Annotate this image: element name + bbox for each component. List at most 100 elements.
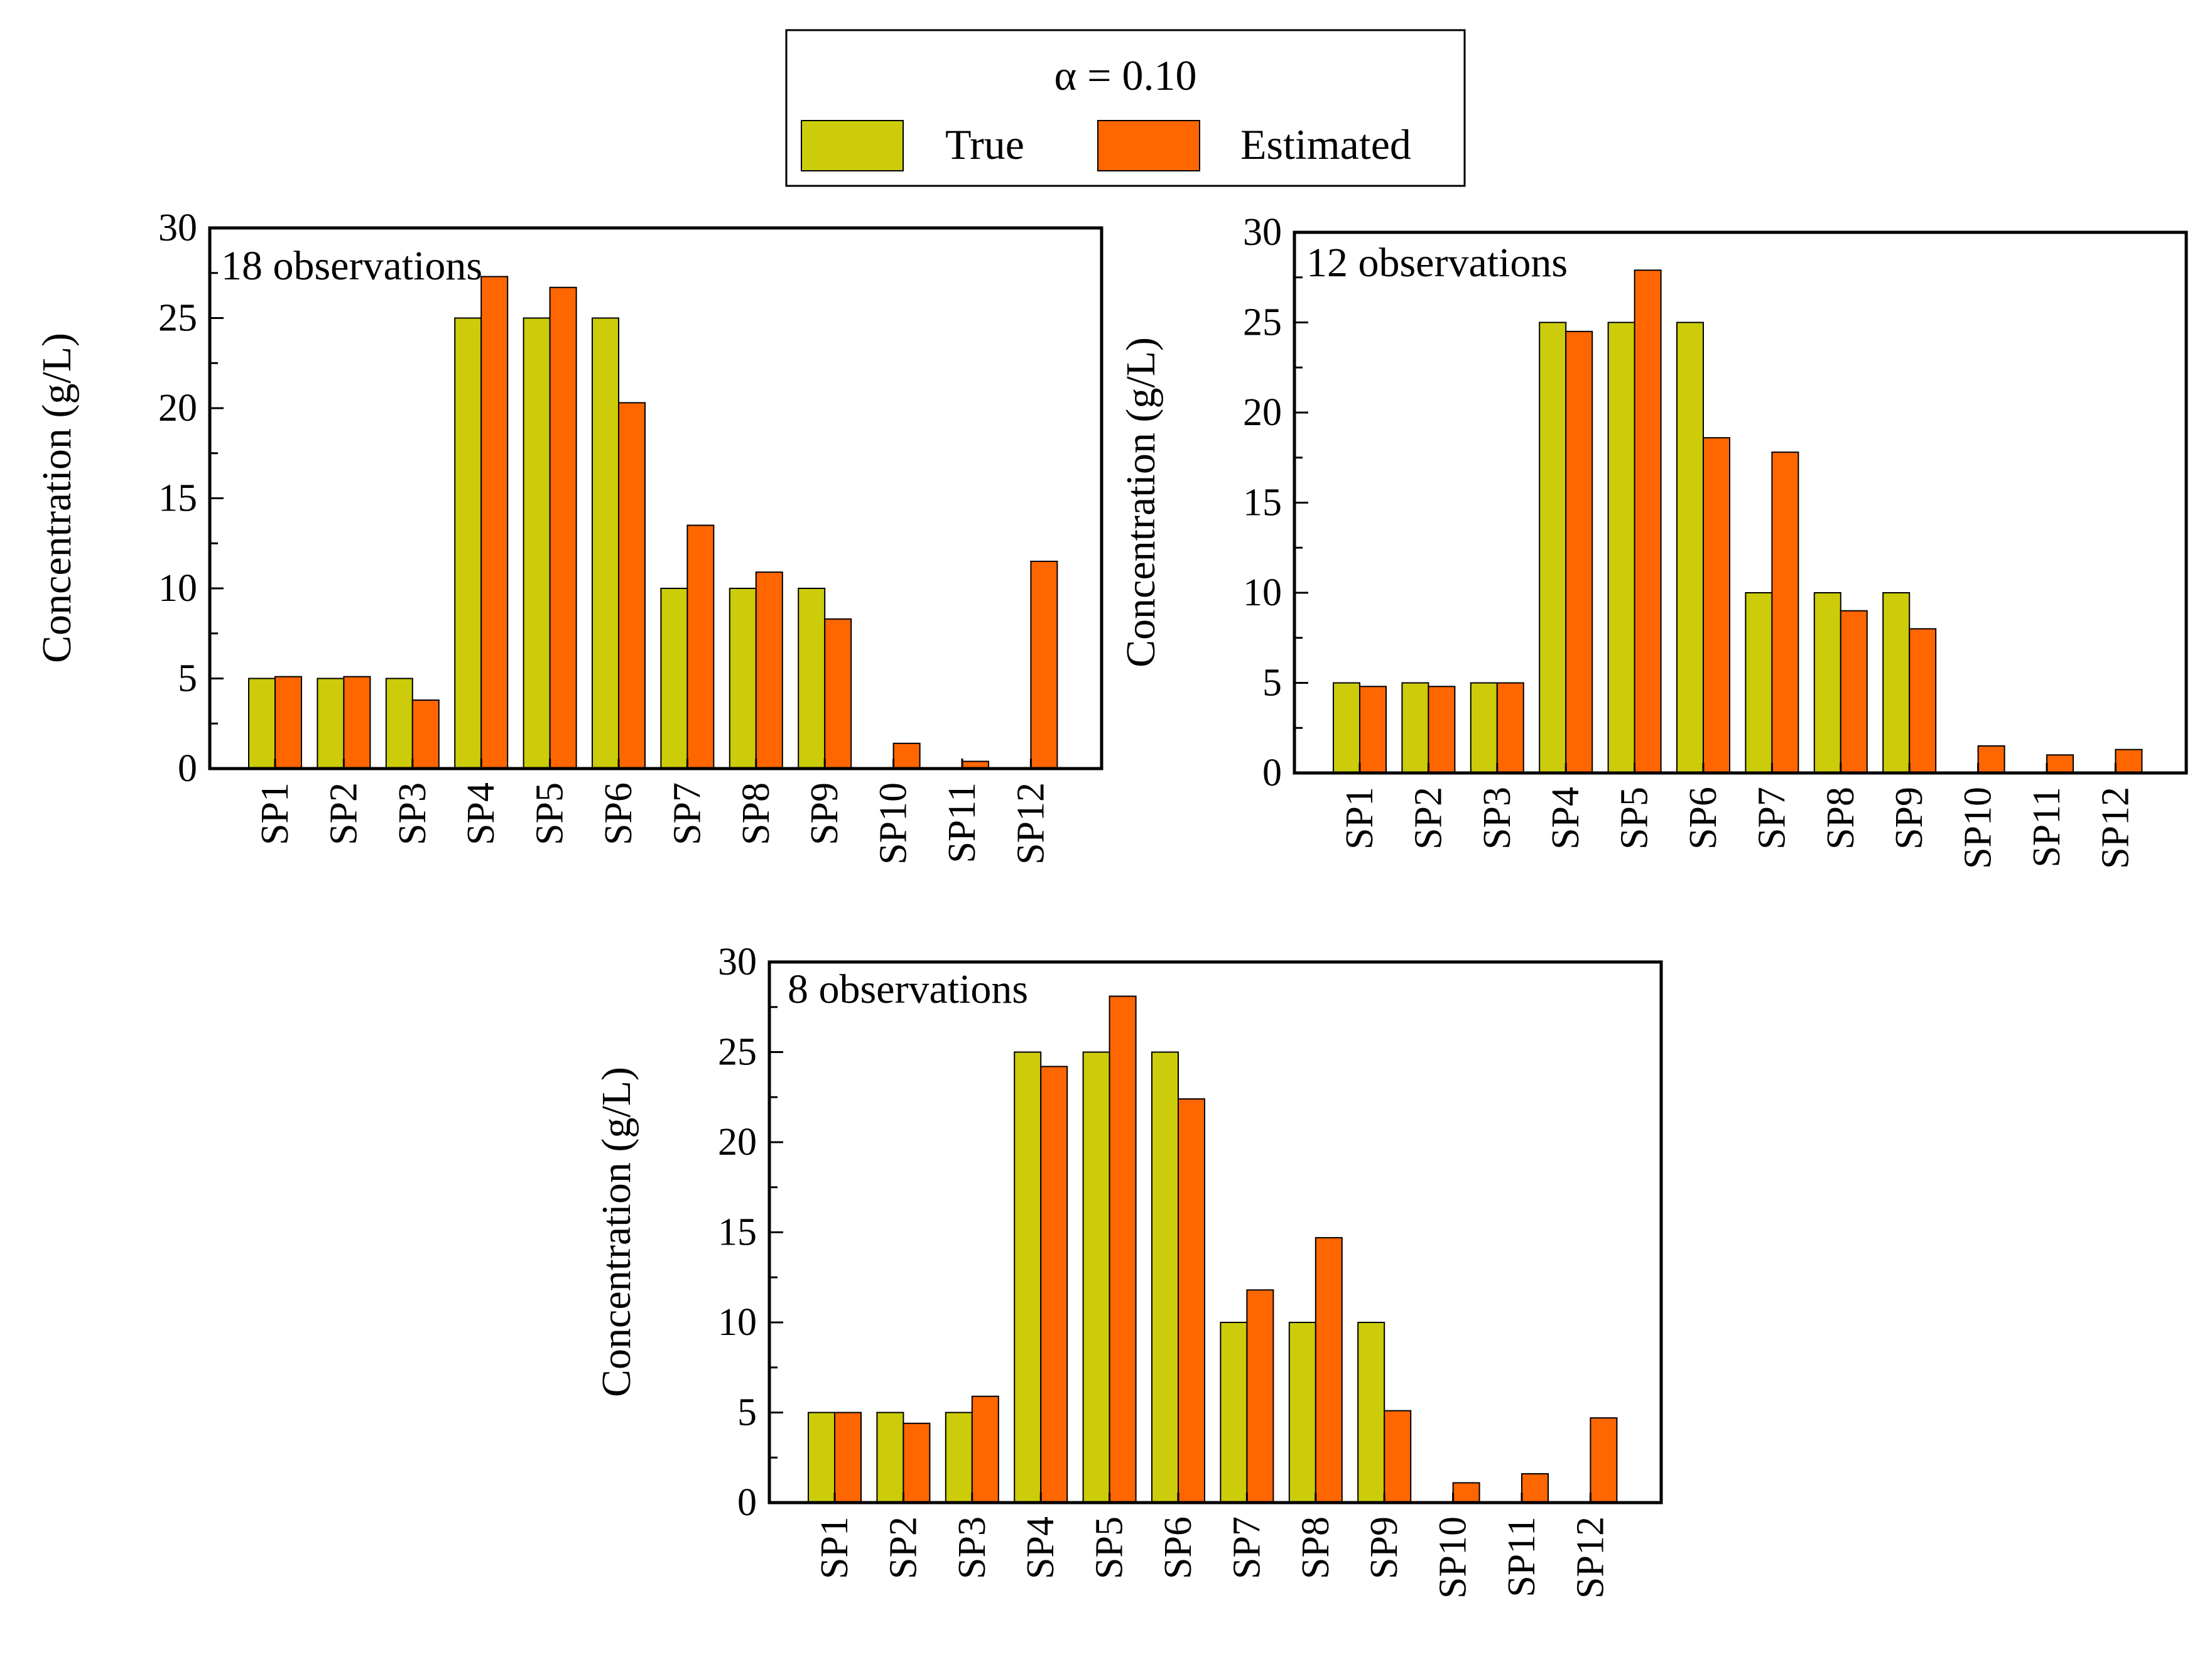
x-tick-label: SP9 bbox=[1363, 1516, 1406, 1579]
bar-estimated-sp8 bbox=[1840, 610, 1868, 774]
bar-estimated-sp12 bbox=[1590, 1417, 1618, 1504]
x-tick-label: SP4 bbox=[1544, 787, 1587, 850]
x-tick-label: SP2 bbox=[1407, 787, 1450, 850]
x-tick-label: SP7 bbox=[1225, 1516, 1268, 1579]
panel-annotation: 12 observations bbox=[1306, 240, 1568, 286]
bar-true-sp3 bbox=[385, 678, 413, 769]
y-tick-label: 10 bbox=[158, 567, 197, 610]
x-tick-label: SP7 bbox=[666, 782, 708, 845]
y-tick-label: 15 bbox=[158, 477, 197, 520]
x-axis-labels: SP1 SP2 SP3 SP4 SP5 SP6 SP7 SP8 SP9 SP10 SP11 SP12 bbox=[1338, 787, 2137, 869]
y-tick-label: 25 bbox=[718, 1031, 757, 1074]
bar-estimated-sp6 bbox=[618, 402, 646, 769]
bar-true-sp9 bbox=[798, 588, 826, 769]
bar-estimated-sp3 bbox=[1496, 682, 1524, 774]
bar-estimated-sp1 bbox=[274, 676, 302, 769]
bar-true-sp1 bbox=[248, 678, 276, 769]
x-tick-label: SP11 bbox=[941, 782, 984, 863]
bar-true-sp9 bbox=[1882, 592, 1911, 774]
bar-estimated-sp1 bbox=[834, 1412, 862, 1503]
x-tick-label: SP1 bbox=[1338, 787, 1381, 850]
y-tick-label: 15 bbox=[1243, 482, 1282, 524]
chart-panel-8-observations: 0 5 10 15 20 25 30 SP1 SP2 SP3 SP4 SP5 SP6 SP7 SP8 SP9… bbox=[594, 941, 1663, 1599]
bar-estimated-sp2 bbox=[1428, 686, 1456, 774]
y-tick-label: 5 bbox=[178, 657, 197, 700]
y-tick-label: 0 bbox=[178, 747, 197, 790]
x-tick-label: SP3 bbox=[951, 1516, 994, 1579]
x-tick-label: SP5 bbox=[1613, 787, 1656, 850]
bar-true-sp3 bbox=[945, 1412, 973, 1503]
x-tick-label: SP3 bbox=[1476, 787, 1519, 850]
x-tick-label: SP1 bbox=[254, 782, 296, 845]
legend-label-true: True bbox=[945, 121, 1024, 168]
bar-true-sp6 bbox=[1676, 321, 1704, 774]
x-axis-labels: SP1 SP2 SP3 SP4 SP5 SP6 SP7 SP8 SP9 SP10 SP11 SP12 bbox=[254, 782, 1052, 865]
x-tick-label: SP5 bbox=[529, 782, 572, 845]
bar-true-sp8 bbox=[1288, 1322, 1316, 1503]
bar-true-sp1 bbox=[1333, 682, 1360, 774]
x-tick-label: SP10 bbox=[1957, 787, 2000, 869]
y-tick-label: 5 bbox=[737, 1391, 757, 1434]
bar-estimated-sp2 bbox=[343, 676, 371, 769]
bar-true-sp2 bbox=[876, 1412, 904, 1503]
bar-estimated-sp11 bbox=[2046, 754, 2074, 774]
bar-true-sp6 bbox=[1151, 1051, 1179, 1503]
x-tick-label: SP2 bbox=[882, 1516, 924, 1579]
bar-estimated-sp1 bbox=[1359, 686, 1387, 774]
legend-title: α = 0.10 bbox=[1054, 51, 1197, 99]
bar-true-sp4 bbox=[1014, 1051, 1042, 1503]
bar-true-sp3 bbox=[1470, 682, 1498, 774]
x-tick-label: SP9 bbox=[1888, 787, 1931, 850]
bar-estimated-sp3 bbox=[971, 1395, 999, 1503]
x-tick-label: SP10 bbox=[1432, 1516, 1475, 1599]
y-tick-label: 30 bbox=[718, 941, 757, 983]
chart-panel-18-observations: 0 5 10 15 20 25 30 SP1 SP2 SP3 SP4 SP5 SP6 SP7 SP8 SP9… bbox=[34, 207, 1103, 865]
bar-estimated-sp2 bbox=[903, 1422, 931, 1503]
bar-estimated-sp5 bbox=[1634, 269, 1662, 774]
y-axis-ticks: 0 5 10 15 20 25 30 bbox=[1243, 211, 2117, 794]
bar-true-sp4 bbox=[454, 317, 482, 769]
bar-estimated-sp7 bbox=[1771, 451, 1799, 774]
plot-bars bbox=[1333, 269, 2143, 774]
bar-estimated-sp8 bbox=[1315, 1237, 1343, 1503]
x-tick-label: SP5 bbox=[1088, 1516, 1131, 1579]
x-tick-label: SP2 bbox=[322, 782, 365, 845]
bar-true-sp4 bbox=[1539, 321, 1567, 774]
plot-frame bbox=[767, 960, 1663, 1505]
legend-swatch-estimated bbox=[1097, 120, 1200, 171]
y-axis-title: Concentration (g/L) bbox=[34, 333, 80, 663]
bar-estimated-sp10 bbox=[1452, 1482, 1480, 1503]
bar-estimated-sp9 bbox=[824, 618, 852, 769]
x-tick-label: SP10 bbox=[872, 782, 915, 865]
panel-annotation: 8 observations bbox=[788, 966, 1028, 1012]
bar-true-sp6 bbox=[592, 317, 619, 769]
bar-estimated-sp8 bbox=[755, 571, 783, 769]
plot-frame bbox=[1293, 230, 2188, 775]
x-tick-label: SP9 bbox=[803, 782, 846, 845]
bar-estimated-sp12 bbox=[2115, 748, 2143, 774]
bar-estimated-sp4 bbox=[1040, 1066, 1068, 1503]
y-tick-label: 0 bbox=[737, 1481, 757, 1524]
x-tick-label: SP8 bbox=[735, 782, 778, 845]
bar-estimated-sp9 bbox=[1909, 628, 1937, 774]
bar-estimated-sp12 bbox=[1030, 560, 1058, 769]
y-tick-label: 5 bbox=[1262, 662, 1282, 705]
bar-true-sp2 bbox=[317, 678, 345, 769]
bar-estimated-sp4 bbox=[480, 276, 509, 769]
bar-true-sp1 bbox=[808, 1412, 835, 1503]
bar-estimated-sp9 bbox=[1384, 1410, 1412, 1503]
bar-estimated-sp5 bbox=[549, 286, 577, 769]
bar-estimated-sp5 bbox=[1109, 995, 1137, 1503]
y-tick-label: 30 bbox=[1243, 211, 1282, 254]
plot-bars bbox=[808, 995, 1618, 1504]
x-tick-label: SP8 bbox=[1294, 1516, 1337, 1579]
y-tick-label: 25 bbox=[158, 297, 197, 340]
chart-panel-12-observations: 0 5 10 15 20 25 30 SP1 SP2 SP3 SP4 SP5 SP6 SP7 SP8 SP9… bbox=[1118, 211, 2188, 869]
y-axis-title: Concentration (g/L) bbox=[1118, 337, 1164, 667]
bar-estimated-sp7 bbox=[686, 524, 715, 769]
y-tick-label: 15 bbox=[718, 1211, 757, 1254]
plot-frame bbox=[208, 226, 1103, 770]
y-tick-label: 30 bbox=[158, 207, 197, 249]
legend: α = 0.10 True Estimated bbox=[785, 29, 1466, 187]
bar-true-sp8 bbox=[729, 588, 757, 769]
